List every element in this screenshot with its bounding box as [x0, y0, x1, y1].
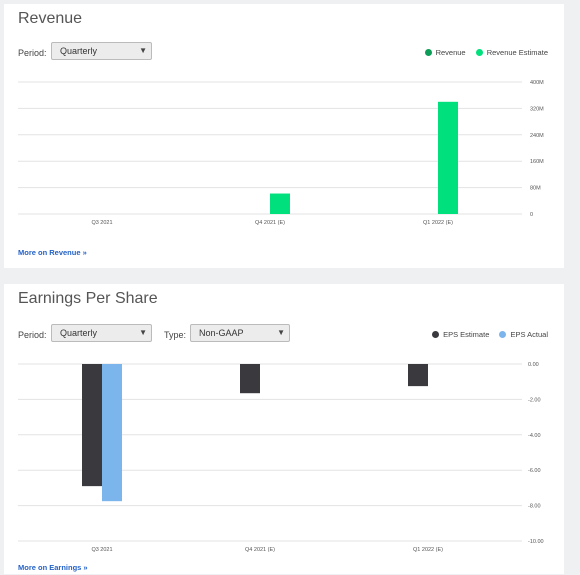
eps-period-select[interactable]: Quarterly ▼	[51, 324, 152, 342]
legend-item-eps-estimate[interactable]: EPS Estimate	[432, 330, 489, 339]
more-on-revenue-link[interactable]: More on Revenue »	[18, 248, 87, 257]
bar-revenue-estimate[interactable]	[270, 193, 290, 214]
y-tick-label: -6.00	[528, 468, 541, 474]
eps-type-value: Non-GAAP	[199, 328, 244, 338]
bar-eps-estimate[interactable]	[82, 364, 102, 487]
bar-revenue-estimate[interactable]	[438, 101, 458, 214]
y-tick-label: 160M	[530, 159, 544, 165]
eps-legend: EPS Estimate EPS Actual	[424, 330, 548, 339]
chevron-down-icon: ▼	[139, 46, 147, 55]
eps-period-value: Quarterly	[60, 328, 98, 338]
legend-label: Revenue Estimate	[486, 48, 548, 57]
bar-eps-estimate[interactable]	[240, 364, 260, 394]
y-tick-label: -10.00	[528, 539, 544, 545]
bar-eps-estimate[interactable]	[408, 364, 428, 387]
revenue-chart: 0 80M 160M 240M 320M 400M Q3 2021 Q4 2021 (E) Q1…	[18, 80, 544, 226]
eps-period-label: Period:	[18, 330, 47, 340]
bar-eps-actual[interactable]	[102, 364, 122, 502]
x-tick-label: Q3 2021	[91, 547, 112, 553]
eps-type-select[interactable]: Non-GAAP ▼	[190, 324, 290, 342]
chevron-down-icon: ▼	[277, 328, 285, 337]
x-tick-label: Q1 2022 (E)	[423, 220, 453, 226]
y-tick-label: 400M	[530, 80, 544, 86]
y-tick-label: 80M	[530, 186, 541, 192]
legend-dot-icon	[424, 49, 432, 56]
legend-item-revenue[interactable]: Revenue	[424, 48, 466, 57]
revenue-legend: Revenue Revenue Estimate	[417, 48, 548, 57]
y-tick-label: -8.00	[528, 504, 541, 510]
revenue-period-select[interactable]: Quarterly ▼	[51, 42, 152, 60]
y-tick-label: 320M	[530, 106, 544, 112]
legend-dot-icon	[475, 49, 483, 56]
revenue-period-label: Period:	[18, 48, 47, 58]
legend-dot-icon	[499, 331, 507, 338]
eps-title: Earnings Per Share	[18, 290, 158, 307]
legend-label: Revenue	[435, 48, 466, 57]
legend-label: EPS Estimate	[443, 330, 490, 339]
legend-item-revenue-estimate[interactable]: Revenue Estimate	[475, 48, 548, 57]
revenue-period-value: Quarterly	[60, 46, 98, 56]
x-tick-label: Q3 2021	[91, 220, 112, 226]
revenue-title: Revenue	[18, 10, 83, 27]
x-tick-label: Q4 2021 (E)	[255, 220, 285, 226]
eps-chart: 0.00 -2.00 -4.00 -6.00 -8.00 -10.00 Q3 2021 Q4 …	[18, 362, 544, 553]
eps-type-label: Type:	[164, 330, 187, 340]
y-tick-label: 0	[530, 212, 533, 218]
y-tick-label: -2.00	[528, 397, 541, 403]
x-tick-label: Q4 2021 (E)	[245, 547, 275, 553]
more-on-earnings-link[interactable]: More on Earnings »	[18, 563, 88, 572]
y-tick-label: -4.00	[528, 433, 541, 439]
x-tick-label: Q1 2022 (E)	[413, 547, 443, 553]
legend-dot-icon	[432, 331, 440, 338]
y-tick-label: 240M	[530, 133, 544, 139]
revenue-card: Revenue Period: Quarterly ▼ Revenue Reve…	[4, 4, 564, 268]
eps-card: Earnings Per Share Period: Quarterly ▼ T…	[4, 284, 564, 574]
chevron-down-icon: ▼	[139, 328, 147, 337]
legend-item-eps-actual[interactable]: EPS Actual	[499, 330, 548, 339]
y-tick-label: 0.00	[528, 362, 539, 368]
legend-label: EPS Actual	[510, 330, 548, 339]
